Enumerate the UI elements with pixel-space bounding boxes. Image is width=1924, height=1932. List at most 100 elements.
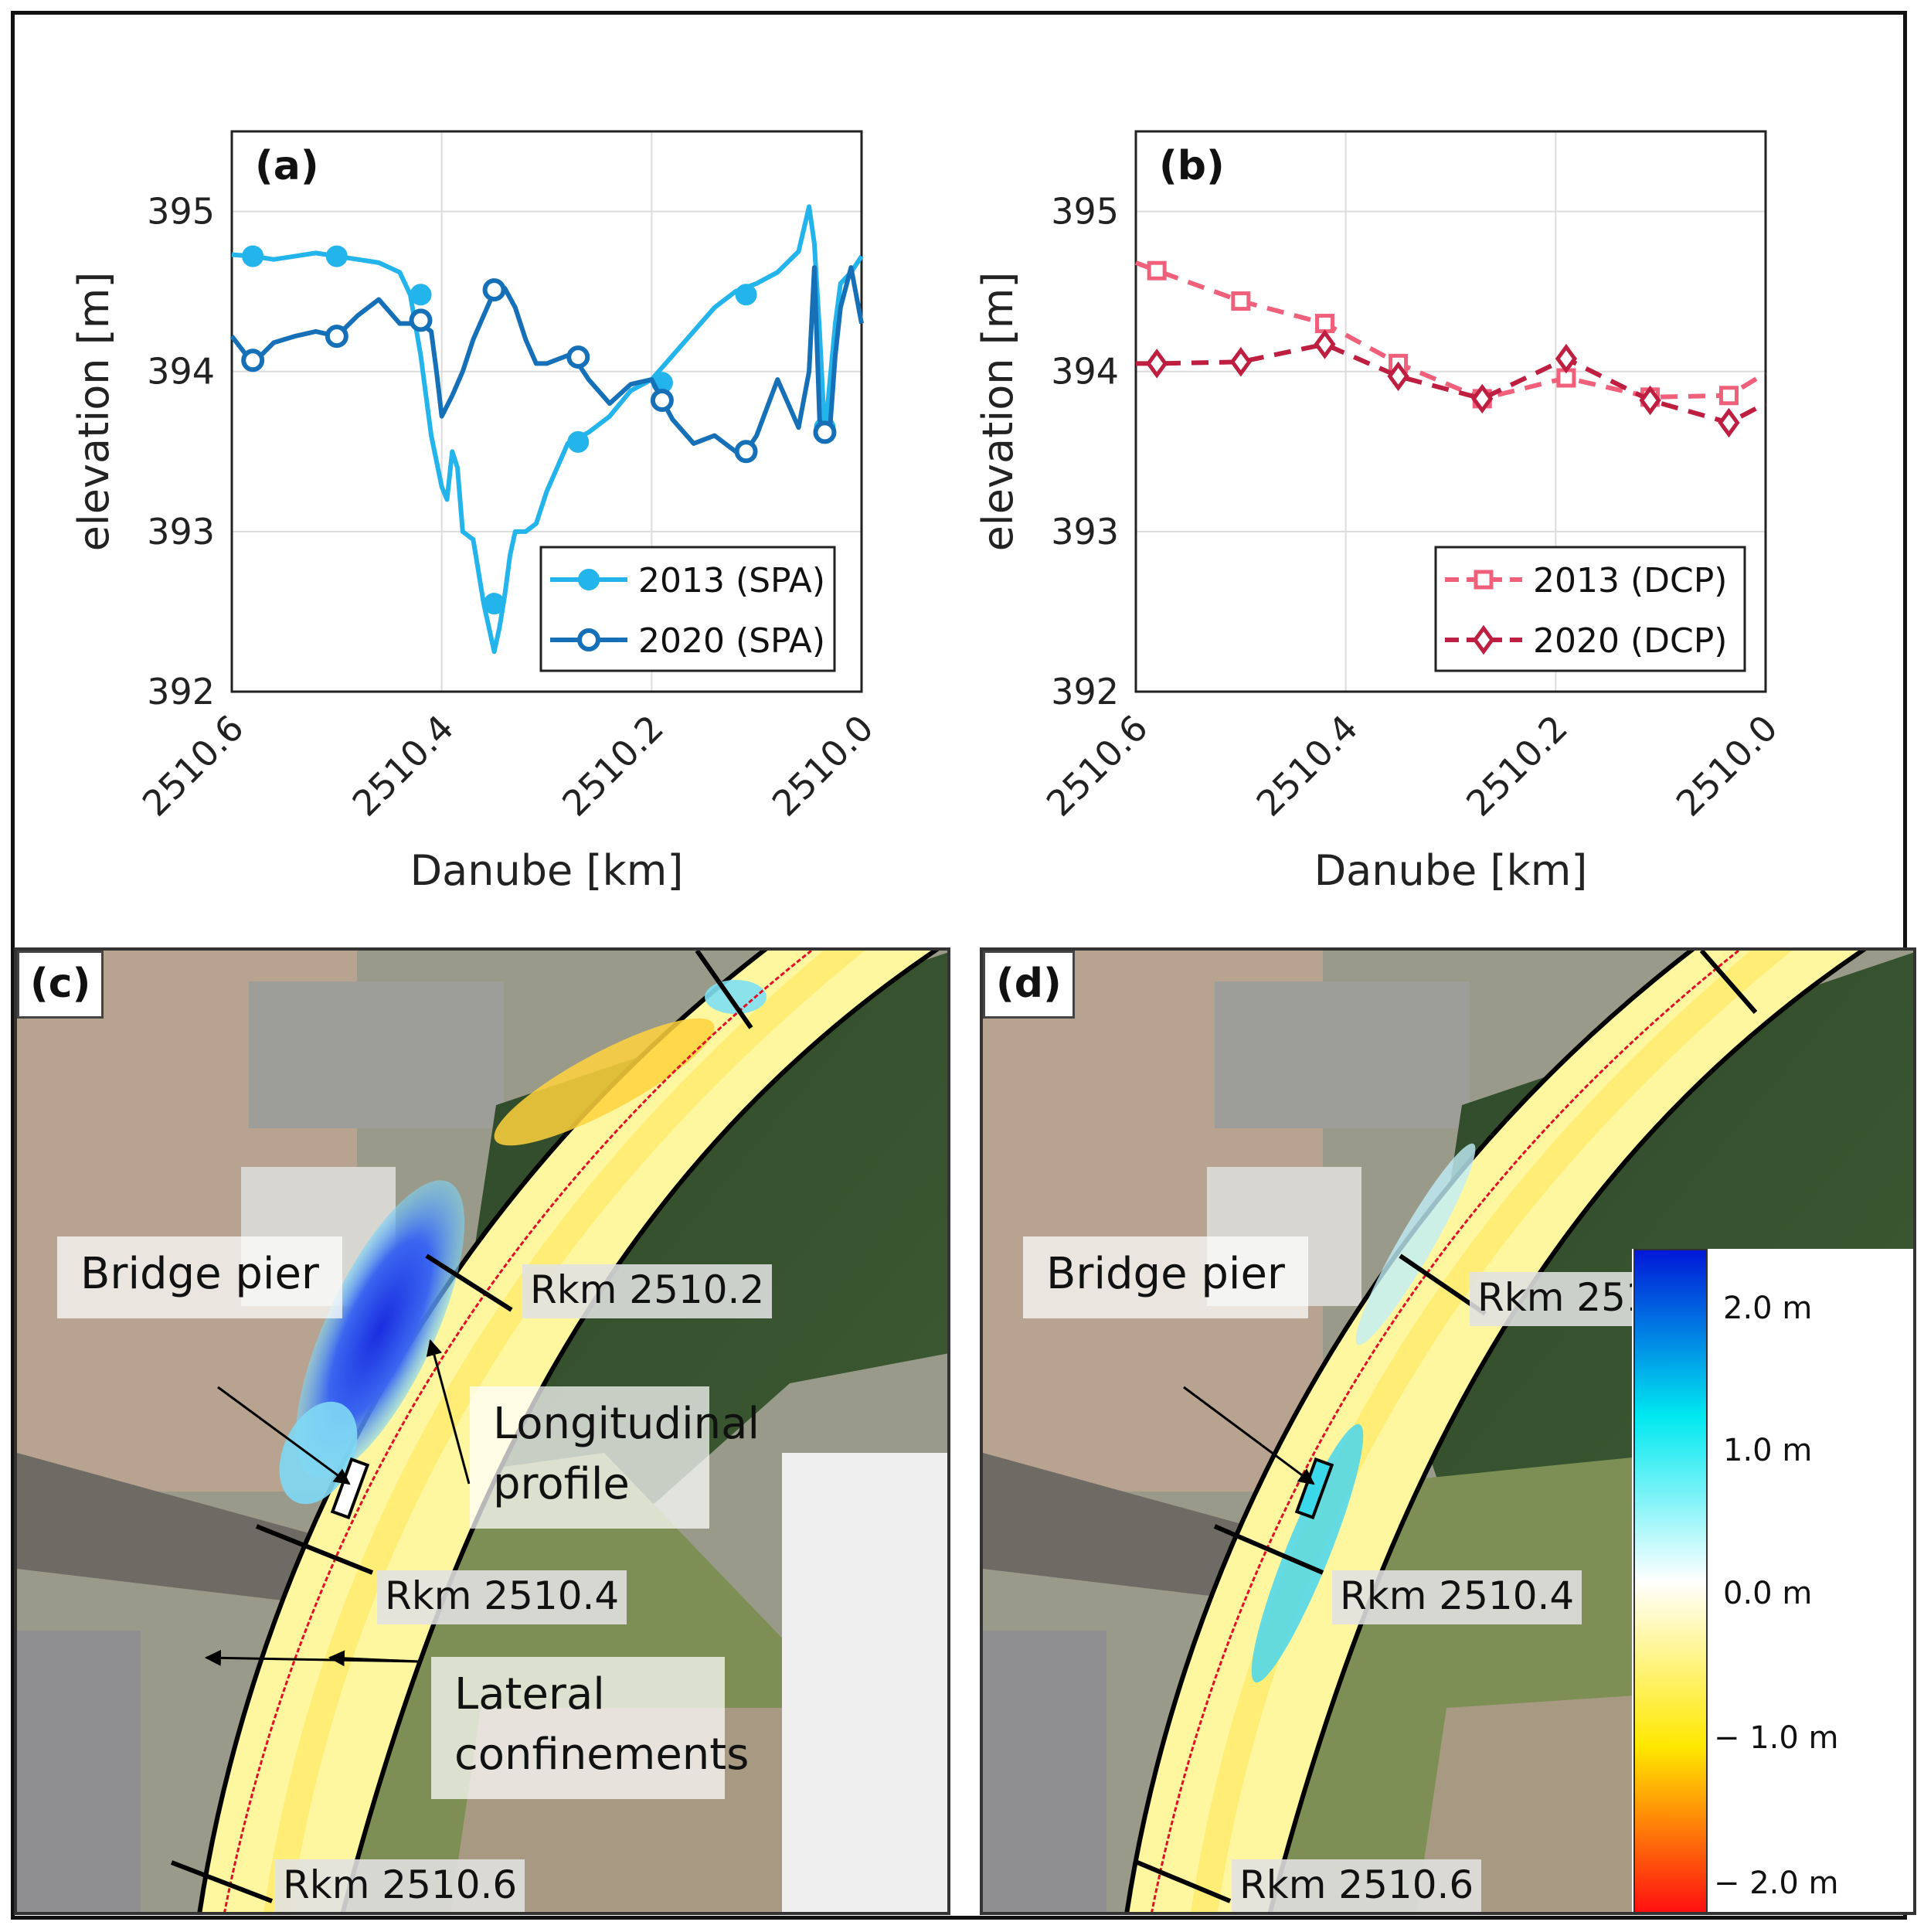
panel-label-d: (d): [983, 951, 1075, 1019]
deposition-zone-2: [1355, 1143, 1476, 1345]
data-point-0: [483, 593, 505, 615]
parking-lot: [249, 981, 504, 1128]
data-point-1: [1229, 347, 1252, 377]
x-axis-label: Danube [km]: [410, 846, 684, 895]
rkm-2510-6-label: Rkm 2510.6: [275, 1859, 525, 1912]
data-point-0: [410, 284, 432, 306]
cross-section-line-2204: [1213, 1524, 1324, 1575]
y-axis-label: elevation [m]: [974, 272, 1022, 552]
plot-frame: [230, 130, 863, 693]
legend-box: [1434, 546, 1746, 672]
deposition-zone: [1251, 1423, 1364, 1683]
data-point-0: [1147, 260, 1167, 281]
confinement-arrow-right: [328, 1650, 420, 1667]
longitudinal-profile-line: [1151, 951, 1741, 1912]
x-axis-label: Danube [km]: [1314, 846, 1588, 895]
buildings: [983, 1631, 1106, 1912]
map-gap: [782, 1453, 947, 1912]
lateral-confinements-label: Lateral confinements: [431, 1657, 749, 1799]
longitudinal-profile-line: [223, 951, 814, 1912]
legend-label-1: 2020 (DCP): [1533, 621, 1727, 661]
data-point-1: [813, 420, 837, 444]
legend-marker-0: [1474, 570, 1494, 590]
cross-section-line-2204: [255, 1524, 374, 1575]
y-tick-label: 394: [147, 351, 215, 393]
data-point-1: [241, 349, 265, 372]
buildings: [17, 1631, 141, 1912]
x-tick-label: 2510.6: [1038, 707, 1156, 825]
colorbar-label-2: 2.0 m: [1723, 1291, 1813, 1326]
data-point-1: [409, 308, 433, 332]
bridge-pier-marker: [1294, 1457, 1334, 1520]
cross-section-line-2206: [1136, 1860, 1232, 1903]
legend-marker-1: [1472, 624, 1495, 655]
data-point-0: [567, 430, 590, 453]
series-line-0: [1134, 260, 1767, 401]
parking-lot: [1215, 981, 1470, 1128]
panel-label: (b): [1159, 143, 1225, 189]
data-point-1: [566, 345, 590, 369]
x-tick-label: 2510.4: [1248, 707, 1365, 825]
legend-label-1: 2020 (SPA): [638, 621, 825, 661]
y-tick-label: 395: [1051, 191, 1119, 233]
data-point-1: [1146, 349, 1168, 379]
legend-marker-1: [577, 628, 600, 651]
bridge-pier-label: Bridge pier: [57, 1236, 342, 1318]
river-yellow-center: [263, 951, 865, 1912]
cross-section-line-2206: [170, 1860, 274, 1903]
plot-frame: [1134, 130, 1767, 693]
bridge-pier-label: Bridge pier: [1023, 1236, 1308, 1318]
rkm-2510-4-label: Rkm 2510.4: [377, 1570, 627, 1624]
bridge-pier-arrow: [217, 1386, 351, 1485]
x-tick-label: 2510.2: [1458, 707, 1576, 825]
x-tick-label: 2510.2: [554, 707, 671, 825]
data-point-0: [242, 245, 264, 267]
colorbar-panel: 2.0 m 1.0 m 0.0 m − 1.0 m − 2.0 m: [1632, 1249, 1913, 1912]
data-point-1: [1639, 385, 1661, 416]
data-point-1: [1718, 407, 1740, 438]
bridge-pier-arrow: [1183, 1386, 1315, 1485]
series-line-0: [231, 204, 864, 655]
x-tick-label: 2510.6: [134, 707, 252, 825]
panel-label: (a): [255, 143, 319, 189]
data-point-0: [735, 284, 757, 306]
y-tick-label: 393: [147, 511, 215, 553]
legend-label-0: 2013 (SPA): [638, 561, 825, 600]
rkm-2510-6-label: Rkm 2510.6: [1232, 1859, 1482, 1912]
y-axis-label: elevation [m]: [70, 272, 118, 552]
cross-section-line-2202: [425, 1253, 513, 1312]
x-tick-label: 2510.0: [764, 707, 882, 825]
river-band: [197, 951, 940, 1912]
colorbar-label-1: 1.0 m: [1723, 1433, 1813, 1468]
y-tick-label: 392: [147, 671, 215, 713]
river-band: [1124, 951, 1867, 1912]
profile-arrow: [426, 1338, 471, 1485]
colorbar-label-neg2: − 2.0 m: [1714, 1866, 1839, 1901]
data-point-1: [1387, 361, 1409, 392]
rkm-2510-4-label: Rkm 2510.4: [1332, 1570, 1582, 1624]
rkm-2510-2-label: Rkm 2510.2: [522, 1264, 773, 1318]
data-point-1: [650, 389, 674, 412]
x-tick-label: 2510.0: [1668, 707, 1786, 825]
chart-a: 392 393 394 395 2510.6 2510.4 2510.2 2510.0 Danu…: [70, 130, 882, 895]
data-point-0: [1718, 386, 1739, 406]
panel-label-c: (c): [17, 951, 104, 1019]
y-tick-label: 395: [147, 191, 215, 233]
colorbar-gradient: [1633, 1249, 1708, 1912]
legend-marker-0: [578, 569, 600, 590]
cross-section-line: [695, 951, 753, 1029]
cross-section-line: [1699, 951, 1758, 1014]
data-point-0: [325, 245, 348, 267]
data-point-0: [1231, 291, 1251, 311]
data-point-1: [482, 278, 506, 302]
data-point-1: [1555, 343, 1578, 374]
deposition-zone-3: [705, 980, 767, 1014]
erosion-zone: [494, 1018, 715, 1146]
legend-label-0: 2013 (DCP): [1533, 561, 1727, 600]
map-d-image: [983, 951, 1913, 1912]
data-point-1: [1314, 329, 1336, 359]
x-tick-label: 2510.4: [344, 707, 461, 825]
y-tick-label: 393: [1051, 511, 1119, 553]
series-line-1: [1136, 342, 1767, 425]
data-point-1: [734, 440, 758, 464]
